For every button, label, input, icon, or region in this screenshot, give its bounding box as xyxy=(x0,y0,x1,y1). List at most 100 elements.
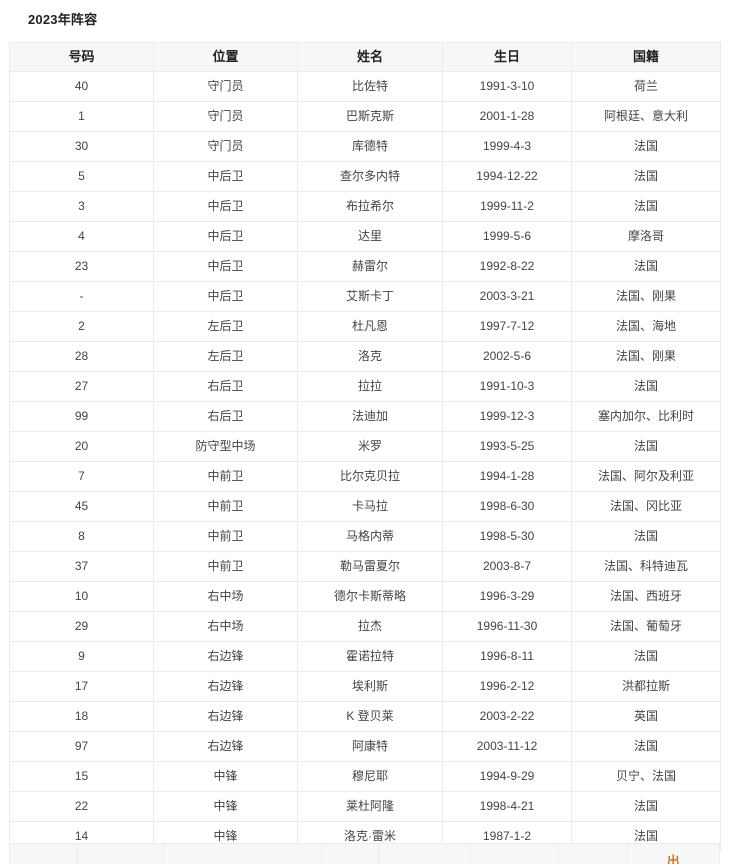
cell-birthday: 2003-2-22 xyxy=(442,701,572,732)
cell-position: 右边锋 xyxy=(153,701,298,732)
table-row: 18 右边锋 K 登贝莱 2003-2-22 英国 xyxy=(9,701,721,732)
cell-birthday: 2003-8-7 xyxy=(442,551,572,582)
cell-name: 霍诺拉特 xyxy=(297,641,443,672)
roster-table-container: 号码 位置 姓名 生日 国籍 40 守门员 比佐特 1991-3-10 荷兰 1 守门员巴… xyxy=(9,42,721,852)
cell-position: 右中场 xyxy=(153,581,298,612)
cell-position: 右中场 xyxy=(153,611,298,642)
cell-nationality: 法国 xyxy=(571,161,721,192)
cell-position: 左后卫 xyxy=(153,311,298,342)
cell-nationality: 法国 xyxy=(571,431,721,462)
cell-position: 中后卫 xyxy=(153,191,298,222)
cell-name: 卡马拉 xyxy=(297,491,443,522)
stats-column-header-6[interactable] xyxy=(469,843,560,864)
column-header-birthday: 生日 xyxy=(442,42,572,72)
cell-birthday: 1994-12-22 xyxy=(442,161,572,192)
stats-column-header-3[interactable] xyxy=(162,843,323,864)
cell-name: 拉杰 xyxy=(297,611,443,642)
cell-number: 23 xyxy=(9,251,154,282)
cell-number: 15 xyxy=(9,761,154,792)
cell-position: 守门员 xyxy=(153,101,298,132)
cell-birthday: 1998-5-30 xyxy=(442,521,572,552)
stats-column-header-2[interactable] xyxy=(77,843,164,864)
cell-name: 比尔克贝拉 xyxy=(297,461,443,492)
cell-nationality: 法国、刚果 xyxy=(571,281,721,312)
cell-birthday: 1994-1-28 xyxy=(442,461,572,492)
cell-number: 2 xyxy=(9,311,154,342)
cell-nationality: 阿根廷、意大利 xyxy=(571,101,721,132)
table-row: 2 左后卫 杜凡恩 1997-7-12 法国、海地 xyxy=(9,311,721,342)
cell-nationality: 洪都拉斯 xyxy=(571,671,721,702)
cell-birthday: 1997-7-12 xyxy=(442,311,572,342)
stats-table-container: 出 xyxy=(9,843,720,864)
table-header-row: 号码 位置 姓名 生日 国籍 xyxy=(9,42,721,72)
cell-number: - xyxy=(9,281,154,312)
cell-name: 米罗 xyxy=(297,431,443,462)
stats-table: 出 xyxy=(9,843,720,864)
cell-birthday: 1999-11-2 xyxy=(442,191,572,222)
cell-number: 20 xyxy=(9,431,154,462)
table-row: 99 右后卫 法迪加 1999-12-3 塞内加尔、比利时 xyxy=(9,401,721,432)
cell-birthday: 1991-3-10 xyxy=(442,71,572,102)
cell-name: 杜凡恩 xyxy=(297,311,443,342)
cell-name: 拉拉 xyxy=(297,371,443,402)
cell-name: 库德特 xyxy=(297,131,443,162)
stats-column-header-7[interactable] xyxy=(558,843,628,864)
cell-name: 查尔多内特 xyxy=(297,161,443,192)
cell-position: 中后卫 xyxy=(153,251,298,282)
cell-nationality: 荷兰 xyxy=(571,71,721,102)
cell-nationality: 贝宁、法国 xyxy=(571,761,721,792)
cell-name: 德尔卡斯蒂略 xyxy=(297,581,443,612)
cell-position: 防守型中场 xyxy=(153,431,298,462)
cell-name: 阿康特 xyxy=(297,731,443,762)
cell-position: 左后卫 xyxy=(153,341,298,372)
cell-position: 中后卫 xyxy=(153,221,298,252)
cell-nationality: 法国、科特迪瓦 xyxy=(571,551,721,582)
cell-number: 9 xyxy=(9,641,154,672)
page-title: 2023年阵容 xyxy=(28,12,98,27)
cell-nationality: 法国 xyxy=(571,131,721,162)
stats-column-header-1[interactable] xyxy=(9,843,79,864)
cell-name: K 登贝莱 xyxy=(297,701,443,732)
table-row: 15 中锋 穆尼耶 1994-9-29 贝宁、法国 xyxy=(9,761,721,792)
table-row: - 中后卫 艾斯卡丁 2003-3-21 法国、刚果 xyxy=(9,281,721,312)
cell-position: 中后卫 xyxy=(153,161,298,192)
cell-name: 洛克 xyxy=(297,341,443,372)
table-row: 28 左后卫 洛克 2002-5-6 法国、刚果 xyxy=(9,341,721,372)
cell-name: 埃利斯 xyxy=(297,671,443,702)
cell-nationality: 法国、刚果 xyxy=(571,341,721,372)
cell-position: 右边锋 xyxy=(153,641,298,672)
table-row: 9 右边锋 霍诺拉特 1996-8-11 法国 xyxy=(9,641,721,672)
table-row: 3 中后卫 布拉希尔 1999-11-2 法国 xyxy=(9,191,721,222)
column-header-number: 号码 xyxy=(9,42,154,72)
cell-name: 布拉希尔 xyxy=(297,191,443,222)
cell-number: 5 xyxy=(9,161,154,192)
table-row: 1 守门员 巴斯克斯 2001-1-28 阿根廷、意大利 xyxy=(9,101,721,132)
cell-nationality: 塞内加尔、比利时 xyxy=(571,401,721,432)
cell-birthday: 1996-2-12 xyxy=(442,671,572,702)
cell-name: 勒马雷夏尔 xyxy=(297,551,443,582)
cell-birthday: 2002-5-6 xyxy=(442,341,572,372)
cell-nationality: 法国 xyxy=(571,521,721,552)
stats-column-header-4[interactable] xyxy=(321,843,379,864)
cell-birthday: 1999-4-3 xyxy=(442,131,572,162)
stats-header-row: 出 xyxy=(9,843,720,864)
stats-column-header-appearances[interactable]: 出 xyxy=(626,843,720,864)
table-row: 23 中后卫 赫雷尔 1992-8-22 法国 xyxy=(9,251,721,282)
cell-position: 中锋 xyxy=(153,791,298,822)
table-row: 7 中前卫 比尔克贝拉 1994-1-28 法国、阿尔及利亚 xyxy=(9,461,721,492)
cell-birthday: 2003-11-12 xyxy=(442,731,572,762)
table-row: 5 中后卫 查尔多内特 1994-12-22 法国 xyxy=(9,161,721,192)
cell-birthday: 1991-10-3 xyxy=(442,371,572,402)
cell-birthday: 1993-5-25 xyxy=(442,431,572,462)
cell-birthday: 1996-3-29 xyxy=(442,581,572,612)
cell-nationality: 法国、西班牙 xyxy=(571,581,721,612)
cell-name: 巴斯克斯 xyxy=(297,101,443,132)
table-row: 97 右边锋 阿康特 2003-11-12 法国 xyxy=(9,731,721,762)
cell-number: 10 xyxy=(9,581,154,612)
table-row: 37 中前卫 勒马雷夏尔 2003-8-7 法国、科特迪瓦 xyxy=(9,551,721,582)
stats-column-header-5[interactable] xyxy=(377,843,471,864)
cell-name: 达里 xyxy=(297,221,443,252)
cell-number: 40 xyxy=(9,71,154,102)
column-header-nationality: 国籍 xyxy=(571,42,721,72)
